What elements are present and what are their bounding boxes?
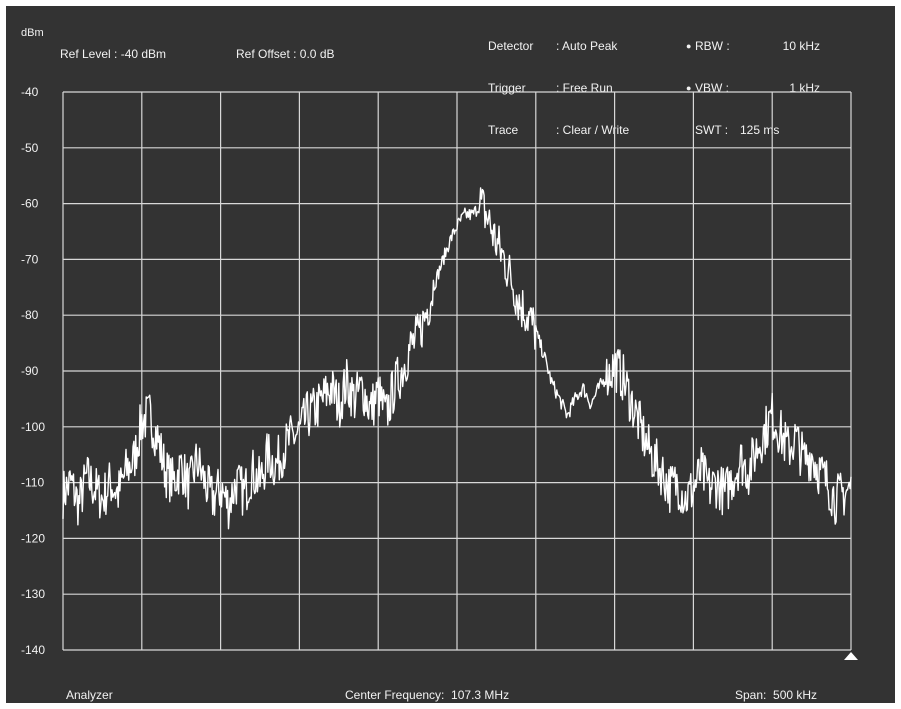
vbw-bullet-icon: ●	[686, 83, 692, 93]
trace-value: : Clear / Write	[556, 123, 630, 137]
y-tick-label: -40	[21, 85, 39, 99]
y-tick-labels: -40 -50 -60 -70 -80 -90 -100 -110 -120 -130 -140	[21, 85, 45, 657]
span-label: Span: 500 kHz	[735, 688, 818, 702]
y-tick-label: -60	[21, 197, 39, 211]
bw-bullets: ● ●	[686, 11, 691, 109]
y-tick-label: -50	[21, 141, 39, 155]
unit-label: dBm	[21, 27, 44, 39]
grid	[62, 91, 852, 651]
detector-value: : Auto Peak	[556, 39, 618, 53]
y-tick-label: -140	[21, 643, 45, 657]
swt-label: SWT :	[695, 123, 729, 137]
y-tick-label: -130	[21, 587, 45, 601]
rbw-value: 10 kHz	[782, 39, 820, 53]
detector-label: Detector	[488, 39, 534, 53]
y-tick-label: -80	[21, 308, 39, 322]
swt-value: 125 ms	[740, 123, 780, 137]
center-frequency: Center Frequency: 107.3 MHz	[345, 688, 510, 702]
analyzer-frame	[6, 6, 895, 703]
y-tick-label: -110	[21, 476, 44, 490]
ref-level: Ref Level : -40 dBm	[60, 47, 167, 61]
rbw-bullet-icon: ●	[686, 41, 692, 51]
mode-label: Analyzer	[66, 688, 113, 702]
y-tick-label: -100	[21, 420, 45, 434]
y-tick-label: -120	[21, 531, 45, 545]
y-tick-label: -70	[21, 252, 39, 266]
y-tick-label: -90	[21, 364, 39, 378]
trace-label: Trace	[488, 123, 519, 137]
ref-offset: Ref Offset : 0.0 dB	[236, 47, 335, 61]
spectrum-trace	[62, 187, 852, 530]
span-end-marker-icon	[844, 652, 858, 660]
rbw-label: RBW :	[695, 39, 730, 53]
